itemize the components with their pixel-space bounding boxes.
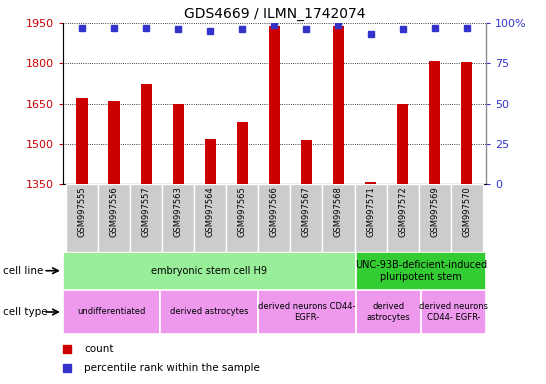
FancyBboxPatch shape	[258, 290, 356, 334]
Text: GSM997572: GSM997572	[398, 186, 407, 237]
Text: GSM997571: GSM997571	[366, 186, 375, 237]
FancyBboxPatch shape	[63, 290, 161, 334]
Text: UNC-93B-deficient-induced
pluripotent stem: UNC-93B-deficient-induced pluripotent st…	[355, 260, 487, 281]
FancyBboxPatch shape	[354, 184, 387, 252]
Text: cell line: cell line	[3, 266, 43, 276]
Bar	[205, 139, 216, 384]
Bar	[237, 122, 248, 384]
FancyBboxPatch shape	[130, 184, 162, 252]
Text: GSM997563: GSM997563	[174, 186, 183, 237]
Text: GSM997568: GSM997568	[334, 186, 343, 237]
Bar	[461, 62, 472, 384]
FancyBboxPatch shape	[63, 252, 356, 290]
Text: undifferentiated: undifferentiated	[78, 308, 146, 316]
Text: derived astrocytes: derived astrocytes	[170, 308, 248, 316]
Text: GSM997555: GSM997555	[78, 186, 86, 237]
Text: GSM997557: GSM997557	[141, 186, 151, 237]
Bar	[140, 84, 152, 384]
Text: GSM997567: GSM997567	[302, 186, 311, 237]
Bar	[397, 104, 408, 384]
Text: percentile rank within the sample: percentile rank within the sample	[84, 363, 260, 373]
FancyBboxPatch shape	[66, 184, 98, 252]
FancyBboxPatch shape	[421, 290, 486, 334]
Bar	[76, 98, 88, 384]
FancyBboxPatch shape	[161, 290, 258, 334]
Bar	[173, 104, 184, 384]
Bar	[109, 101, 120, 384]
Bar	[365, 182, 376, 384]
FancyBboxPatch shape	[98, 184, 130, 252]
FancyBboxPatch shape	[258, 184, 290, 252]
FancyBboxPatch shape	[356, 290, 421, 334]
FancyBboxPatch shape	[387, 184, 419, 252]
Title: GDS4669 / ILMN_1742074: GDS4669 / ILMN_1742074	[183, 7, 365, 21]
FancyBboxPatch shape	[194, 184, 226, 252]
FancyBboxPatch shape	[226, 184, 258, 252]
Text: GSM997556: GSM997556	[110, 186, 118, 237]
Text: derived neurons
CD44- EGFR-: derived neurons CD44- EGFR-	[419, 302, 488, 322]
FancyBboxPatch shape	[450, 184, 483, 252]
Text: derived neurons CD44-
EGFR-: derived neurons CD44- EGFR-	[258, 302, 355, 322]
Text: GSM997570: GSM997570	[462, 186, 471, 237]
Text: GSM997566: GSM997566	[270, 186, 279, 237]
Text: derived
astrocytes: derived astrocytes	[366, 302, 410, 322]
FancyBboxPatch shape	[162, 184, 194, 252]
FancyBboxPatch shape	[419, 184, 450, 252]
Text: count: count	[84, 344, 114, 354]
Bar	[429, 61, 440, 384]
Text: embryonic stem cell H9: embryonic stem cell H9	[151, 266, 267, 276]
Text: cell type: cell type	[3, 307, 48, 317]
Text: GSM997569: GSM997569	[430, 186, 439, 237]
FancyBboxPatch shape	[356, 252, 486, 290]
Text: GSM997565: GSM997565	[238, 186, 247, 237]
Bar	[333, 26, 344, 384]
FancyBboxPatch shape	[323, 184, 354, 252]
Bar	[301, 140, 312, 384]
Text: GSM997564: GSM997564	[206, 186, 215, 237]
FancyBboxPatch shape	[290, 184, 323, 252]
Bar	[269, 26, 280, 384]
